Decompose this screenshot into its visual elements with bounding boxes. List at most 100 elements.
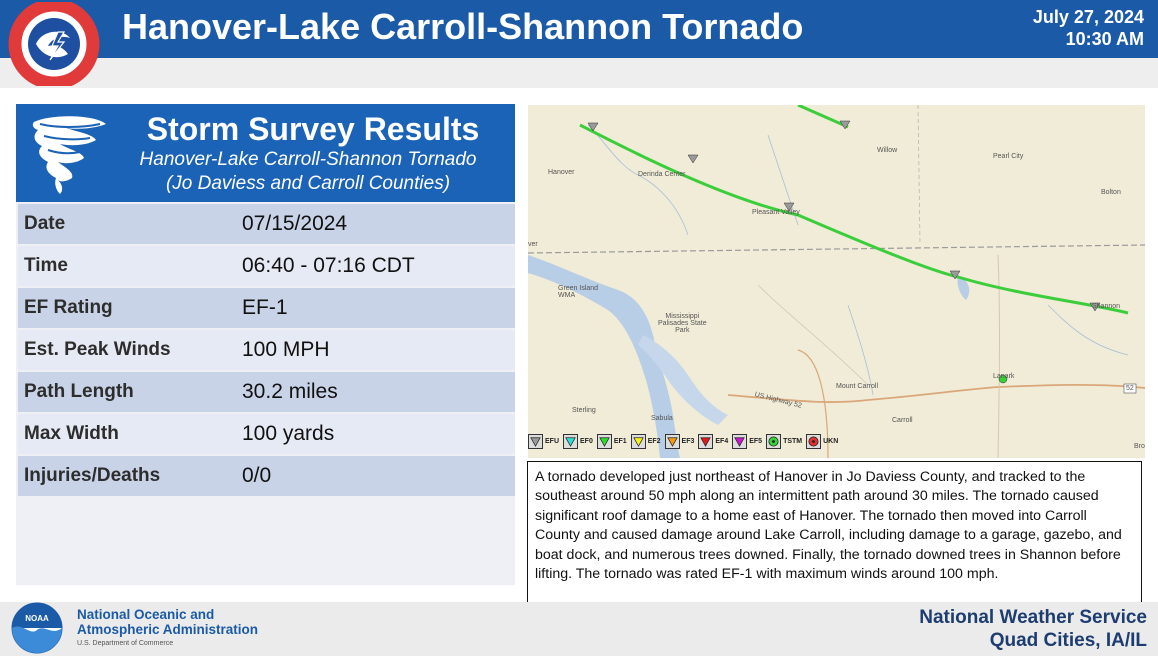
noaa-logo-text: NOAA <box>25 614 49 623</box>
fact-label: Est. Peak Winds <box>18 330 240 370</box>
ef3-triangle-shape <box>666 436 678 447</box>
fact-label: EF Rating <box>18 288 240 328</box>
fact-row-peak-winds: Est. Peak Winds 100 MPH <box>18 330 515 370</box>
fact-value: 07/15/2024 <box>238 204 515 244</box>
tornado-description: A tornado developed just northeast of Ha… <box>527 461 1142 617</box>
ef3-triangle-icon <box>664 433 680 449</box>
fact-row-time: Time 06:40 - 07:16 CDT <box>18 246 515 286</box>
legend-item-efu: EFU <box>528 433 559 449</box>
map-label-shannon: Shannon <box>1092 303 1121 310</box>
map-label-bolton: Bolton <box>1101 189 1121 196</box>
fact-value: 100 MPH <box>238 330 515 370</box>
efu-triangle-icon <box>528 433 543 449</box>
map-label-willow: Willow <box>877 147 898 154</box>
legend-label: EF3 <box>681 437 695 445</box>
ef0-triangle-icon <box>563 433 578 449</box>
survey-panel: Storm Survey Results Hanover-Lake Carrol… <box>16 104 515 585</box>
legend-item-ef5: EF5 <box>732 433 763 449</box>
fact-row-ef-rating: EF Rating EF-1 <box>18 288 515 328</box>
map-label-ver: ver <box>528 241 538 248</box>
map-label-pearl-city: Pearl City <box>993 153 1024 160</box>
legend-label: EF5 <box>749 437 763 445</box>
time-text: 10:30 AM <box>1065 29 1144 49</box>
map-label-pleasant-valley: Pleasant Valley <box>752 209 800 216</box>
fact-label: Date <box>18 204 240 244</box>
tstm-circle-dot <box>772 439 775 443</box>
fact-row-date: Date 07/15/2024 <box>18 204 515 244</box>
fact-label: Time <box>18 246 240 286</box>
map-label-green-island: Green Island WMA <box>558 285 599 299</box>
fact-value: 06:40 - 07:16 CDT <box>238 246 515 286</box>
map-label-derinda: Derinda Center <box>638 171 686 178</box>
legend-label: UKN <box>823 437 839 445</box>
ukn-circle-icon <box>806 433 822 449</box>
legend-label: TSTM <box>783 437 803 445</box>
survey-facts-table: Date 07/15/2024 Time 06:40 - 07:16 CDT E… <box>18 204 515 498</box>
ef2-triangle-shape <box>632 436 644 447</box>
map-label-mississippi-palisades: Mississippi Palisades State Park <box>658 313 707 334</box>
footer <box>0 602 1158 656</box>
map-label-mount-carroll: Mount Carroll <box>836 383 879 390</box>
noaa-name-line2: Atmospheric Administration <box>77 622 259 637</box>
fact-row-path-length: Path Length 30.2 miles <box>18 372 515 412</box>
ef5-triangle-shape <box>734 436 745 447</box>
page-title: Hanover-Lake Carroll-Shannon Tornado <box>122 6 804 47</box>
legend-label: EF4 <box>715 437 729 445</box>
map-canvas <box>528 105 1145 458</box>
noaa-department: U.S. Department of Commerce <box>77 640 174 647</box>
header: Hanover-Lake Carroll-Shannon Tornado Jul… <box>0 0 1158 88</box>
fact-label: Path Length <box>18 372 240 412</box>
fact-row-max-width: Max Width 100 yards <box>18 414 515 454</box>
fact-value: 100 yards <box>238 414 515 454</box>
ef1-triangle-shape <box>599 436 610 447</box>
ef4-triangle-icon <box>698 433 714 449</box>
survey-counties: (Jo Daviess and Carroll Counties) <box>165 173 451 194</box>
legend-item-ef2: EF2 <box>630 433 661 449</box>
ef-legend: EFU EF0 EF1 EF2 EF3 EF4 EF5 TSTM UKN <box>528 430 888 452</box>
map-label-carroll: Carroll <box>892 417 913 424</box>
survey-subtitle: Hanover-Lake Carroll-Shannon Tornado <box>139 149 477 170</box>
tornado-icon <box>32 116 106 194</box>
fact-value: EF-1 <box>238 288 515 328</box>
noaa-name-line1: National Oceanic and <box>77 607 215 622</box>
office-name: National Weather Service <box>919 607 1147 628</box>
office-location: Quad Cities, IA/IL <box>989 630 1147 651</box>
date-time: July 27, 2024 10:30 AM <box>1033 6 1144 50</box>
map-label-route-52: 52 <box>1126 385 1134 392</box>
legend-item-ef3: EF3 <box>664 433 695 449</box>
noaa-logo-icon: NOAA <box>11 602 63 654</box>
ef0-triangle-shape <box>565 436 576 447</box>
efu-triangle-shape <box>530 436 541 447</box>
legend-item-ef1: EF1 <box>596 433 627 449</box>
tornado-track-map[interactable]: Willow Pearl City Hanover Derinda Center… <box>528 105 1145 458</box>
legend-label: EF2 <box>647 437 661 445</box>
ef1-triangle-icon <box>596 433 612 449</box>
legend-label: EF1 <box>613 437 627 445</box>
legend-label: EFU <box>545 437 559 445</box>
map-label-bro: Bro <box>1134 443 1145 450</box>
fact-value: 30.2 miles <box>238 372 515 412</box>
date-text: July 27, 2024 <box>1032 7 1144 27</box>
legend-item-tstm: TSTM <box>766 433 803 449</box>
legend-item-ef4: EF4 <box>698 433 729 449</box>
ef2-triangle-icon <box>630 433 646 449</box>
nws-logo-icon <box>8 2 100 86</box>
fact-label: Injuries/Deaths <box>18 456 240 496</box>
survey-title: Storm Survey Results <box>146 111 480 147</box>
fact-row-injuries: Injuries/Deaths 0/0 <box>18 456 515 496</box>
legend-item-ukn: UKN <box>806 433 839 449</box>
ef4-triangle-shape <box>700 436 712 447</box>
tstm-circle-icon <box>766 433 782 449</box>
ef5-triangle-icon <box>732 433 748 449</box>
survey-header: Storm Survey Results Hanover-Lake Carrol… <box>16 104 515 202</box>
map-label-hanover: Hanover <box>548 169 575 176</box>
legend-item-ef0: EF0 <box>563 433 593 449</box>
map-label-lanark: Lanark <box>993 373 1015 380</box>
map-label-sterling: Sterling <box>572 407 596 414</box>
fact-label: Max Width <box>18 414 240 454</box>
ukn-circle-dot <box>812 439 816 443</box>
legend-label: EF0 <box>580 437 593 445</box>
map-label-sabula: Sabula <box>651 415 673 422</box>
fact-value: 0/0 <box>238 456 515 496</box>
header-bar <box>0 0 1158 58</box>
